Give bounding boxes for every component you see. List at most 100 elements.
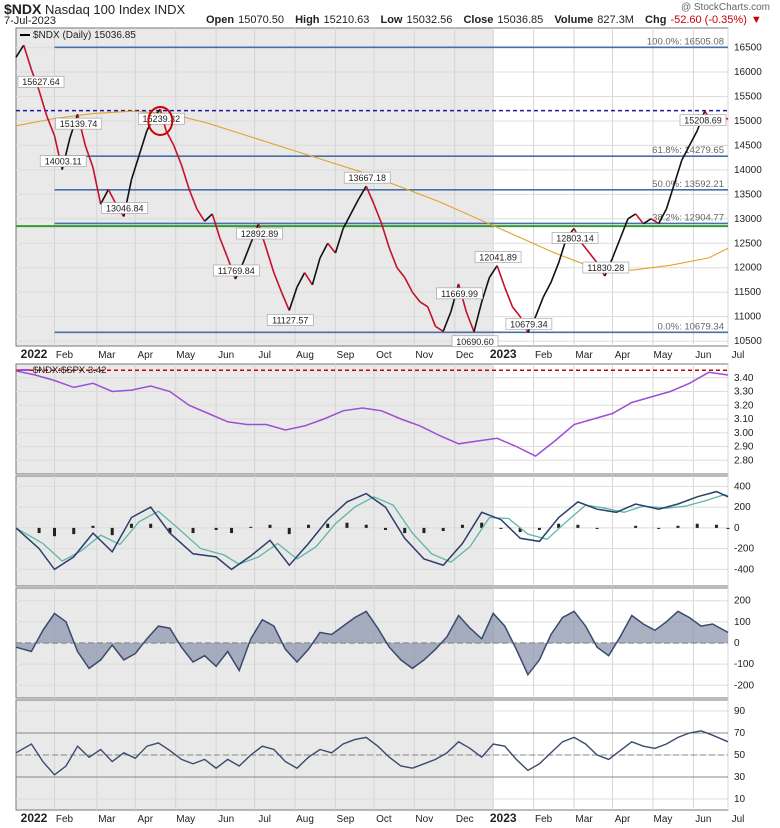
open-label: Open	[206, 14, 235, 26]
price-segment	[242, 242, 252, 264]
price-label-2: 14003.11	[45, 157, 82, 167]
macd-signal-line	[15, 494, 729, 565]
x-label-top-6: Jul	[258, 350, 271, 361]
x-label-top-16: May	[653, 350, 672, 361]
y-tick-label-1-2: 3.00	[734, 428, 754, 439]
osc-line	[15, 610, 729, 677]
price-segment	[15, 44, 25, 58]
y-tick-label-0-9: 15000	[734, 116, 762, 127]
y-tick-label-3-0: -200	[734, 680, 754, 691]
price-label-box-12	[505, 318, 553, 330]
price-segment	[611, 238, 621, 259]
price-label-box-2	[39, 155, 87, 168]
price-segment	[219, 238, 229, 259]
x-label-top-15: Apr	[615, 350, 631, 361]
price-segment	[627, 213, 637, 220]
fib-618-label: 61.8%: 14279.65	[652, 145, 724, 156]
price-segment	[419, 301, 429, 308]
price-segment	[265, 247, 275, 273]
y-tick-label-0-4: 12500	[734, 238, 762, 249]
x-label-top-0: 2022	[21, 347, 48, 361]
price-segment	[681, 145, 691, 161]
price-segment	[22, 44, 33, 70]
chg-value: -52.60 (-0.35%)	[670, 14, 747, 26]
price-segment	[504, 286, 514, 308]
ratio-legend: $NDX:$SPX 3.42	[33, 365, 106, 376]
price-segment	[273, 272, 283, 293]
x-label-bottom-6: Jul	[258, 814, 271, 825]
price-segment	[404, 277, 414, 293]
price-segment	[373, 203, 383, 224]
close-value: 15036.85	[497, 14, 544, 26]
price-segment	[542, 282, 552, 298]
price-segment	[365, 185, 375, 205]
price-segment	[180, 164, 190, 190]
price-label-box-7	[266, 314, 314, 326]
price-segment	[534, 296, 545, 317]
price-segment	[327, 242, 337, 254]
price-segment	[84, 145, 94, 168]
fib-50-label: 50.0%: 13592.21	[652, 179, 724, 190]
y-tick-label-1-4: 3.20	[734, 400, 754, 411]
price-segment	[658, 208, 668, 224]
price-segment	[427, 306, 437, 327]
x-label-top-10: Nov	[415, 350, 433, 361]
y-tick-label-0-2: 11500	[734, 287, 762, 298]
price-segment	[46, 115, 56, 136]
high-label: High	[295, 14, 320, 26]
y-tick-label-2-0: -400	[734, 564, 754, 575]
price-segment	[650, 218, 660, 225]
y-tick-label-0-0: 10500	[734, 336, 762, 347]
x-label-bottom-5: Jun	[218, 814, 234, 825]
price-label-box-5	[236, 227, 283, 240]
price-label-box-0	[17, 75, 65, 88]
x-label-bottom-0: 2022	[21, 811, 48, 825]
price-label-6: 11769.84	[218, 266, 255, 276]
y-tick-label-0-5: 13000	[734, 214, 762, 225]
price-segment	[99, 189, 110, 205]
exchange: INDX	[154, 2, 186, 17]
price-segment	[350, 198, 360, 215]
y-tick-label-2-3: 200	[734, 502, 751, 513]
price-label-1: 15139.74	[60, 119, 98, 129]
high-value: 15210.63	[323, 14, 370, 26]
volume-value: 827.3M	[597, 14, 634, 26]
x-label-top-9: Oct	[376, 350, 392, 361]
y-tick-label-0-10: 15500	[734, 91, 762, 102]
x-label-top-17: Jun	[695, 350, 711, 361]
chart-date: 7-Jul-2023	[4, 15, 56, 27]
price-segment	[465, 311, 475, 333]
fib-382-label: 38.2%: 12904.77	[652, 212, 724, 223]
y-tick-label-4-2: 50	[734, 750, 746, 761]
price-segment	[473, 301, 483, 332]
chg-label: Chg	[645, 14, 667, 26]
price-segment	[357, 185, 367, 200]
ratio-line	[15, 370, 729, 457]
price-segment	[435, 325, 444, 332]
price-label-box-14	[582, 261, 630, 274]
x-label-top-12: 2023	[490, 347, 517, 361]
price-label-13: 12803.14	[556, 233, 594, 243]
down-arrow-icon: ▼	[750, 14, 762, 26]
fib-100-label: 100.0%: 16505.08	[647, 36, 724, 47]
x-label-bottom-17: Jun	[695, 814, 711, 825]
price-segment	[388, 247, 398, 269]
x-label-bottom-8: Sep	[337, 814, 355, 825]
y-tick-label-3-3: 100	[734, 617, 751, 628]
price-segment	[442, 311, 452, 332]
price-segment	[288, 287, 298, 311]
price-segment	[38, 90, 48, 117]
close-label: Close	[463, 14, 494, 26]
price-label-4: 13046.84	[106, 204, 144, 214]
x-label-top-13: Feb	[535, 350, 553, 361]
y-tick-label-1-3: 3.10	[734, 414, 754, 425]
price-label-box-1	[55, 117, 102, 130]
y-tick-label-0-11: 16000	[734, 67, 762, 78]
x-label-top-4: May	[176, 350, 195, 361]
price-segment	[665, 184, 675, 210]
price-segment	[196, 208, 206, 222]
price-segment	[130, 154, 140, 180]
x-label-bottom-4: May	[176, 814, 195, 825]
